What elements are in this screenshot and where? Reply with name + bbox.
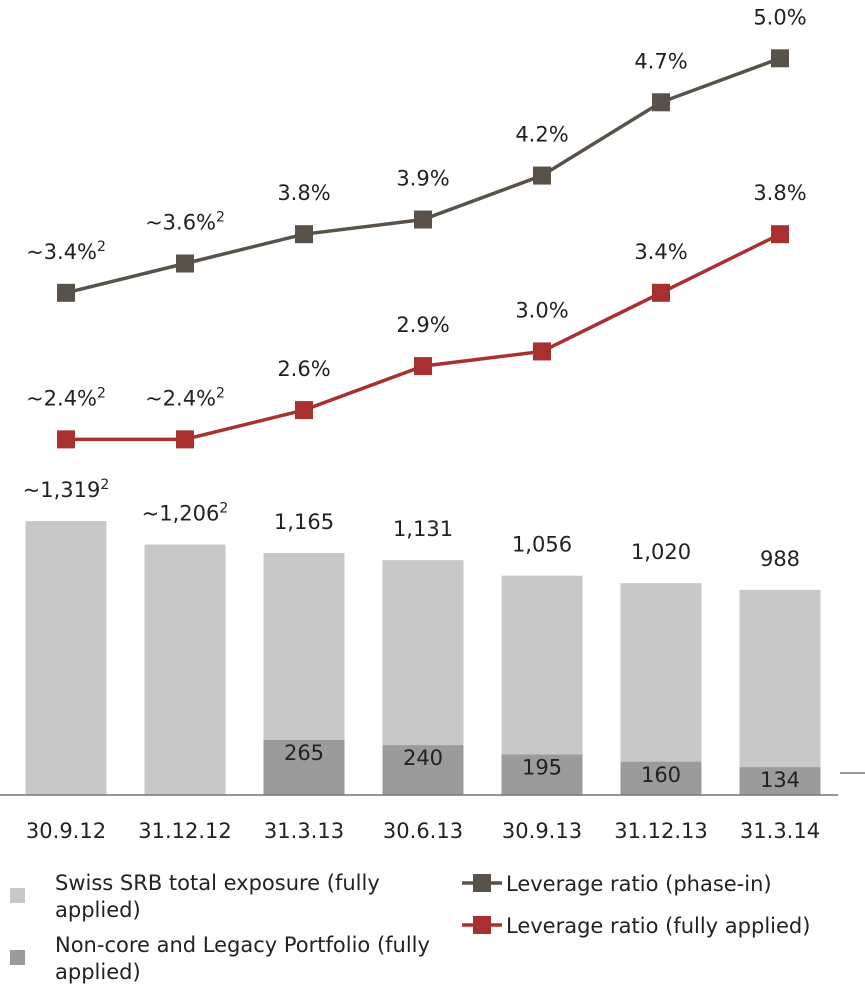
- line-marker: [295, 225, 313, 244]
- data-label: 3.8%: [277, 181, 330, 205]
- legend-swatch: [10, 950, 25, 965]
- data-label-text: 160: [641, 763, 681, 787]
- data-label-text: ~1,206: [142, 502, 220, 526]
- line-marker: [414, 357, 432, 376]
- legend-marker: [473, 874, 491, 892]
- legend-swatch: [10, 888, 25, 903]
- bar: [620, 583, 702, 795]
- bar: [620, 761, 702, 795]
- line-marker: [176, 254, 194, 273]
- data-label: 134: [760, 768, 800, 792]
- legend-label: Leverage ratio (fully applied): [506, 914, 810, 938]
- legend-label: Leverage ratio (phase-in): [506, 872, 772, 896]
- data-label: 3.8%: [753, 181, 806, 205]
- line-marker: [295, 401, 313, 420]
- footnote-marker: 2: [216, 385, 225, 401]
- line-marker: [652, 283, 670, 302]
- data-label: ~1,3192: [23, 477, 110, 502]
- data-label: ~3.4%2: [26, 239, 106, 264]
- data-label-text: 2.9%: [396, 313, 449, 337]
- line-marker: [414, 210, 432, 229]
- data-label-text: 1,165: [274, 510, 334, 534]
- data-label-text: 1,056: [512, 533, 572, 557]
- data-label: 5.0%: [753, 5, 806, 29]
- bar: [25, 521, 107, 795]
- data-label: 265: [284, 741, 324, 765]
- data-label-text: 5.0%: [753, 5, 806, 29]
- legend-marker: [473, 916, 491, 934]
- line-marker: [771, 225, 789, 244]
- data-label-text: ~2.4%: [145, 386, 216, 410]
- footnote-marker: 2: [97, 385, 106, 401]
- data-label: 2.6%: [277, 357, 330, 381]
- data-label-text: 2.6%: [277, 357, 330, 381]
- data-label-text: 240: [403, 746, 443, 770]
- x-tick-label: 30.6.13: [383, 819, 463, 843]
- data-label: ~2.4%2: [145, 385, 225, 410]
- x-tick-label: 31.12.12: [138, 819, 232, 843]
- bar: [739, 767, 821, 795]
- data-label-text: 1,020: [631, 540, 691, 564]
- data-label: 160: [641, 763, 681, 787]
- data-label: ~2.4%2: [26, 385, 106, 410]
- data-label-text: 1,131: [393, 517, 453, 541]
- data-label: 3.9%: [396, 167, 449, 191]
- data-label: 4.7%: [634, 49, 687, 73]
- data-label: 3.0%: [515, 298, 568, 322]
- data-label: 4.2%: [515, 123, 568, 147]
- x-tick-label: 31.3.14: [740, 819, 820, 843]
- line-marker: [771, 49, 789, 68]
- x-tick-label: 30.9.12: [26, 819, 106, 843]
- data-label: 988: [760, 547, 800, 571]
- data-label: 3.4%: [634, 240, 687, 264]
- data-label-text: 134: [760, 768, 800, 792]
- footnote-marker: 2: [100, 477, 109, 493]
- data-label-text: 195: [522, 756, 562, 780]
- data-label: 195: [522, 756, 562, 780]
- data-label-text: ~2.4%: [26, 386, 97, 410]
- footnote-marker: 2: [97, 239, 106, 255]
- legend-label: Swiss SRB total exposure (fully applied): [55, 871, 380, 922]
- data-label: 1,020: [631, 540, 691, 564]
- data-label-text: 3.0%: [515, 298, 568, 322]
- bar: [144, 544, 226, 795]
- data-label: 1,131: [393, 517, 453, 541]
- data-label: 1,056: [512, 533, 572, 557]
- line-marker: [533, 342, 551, 361]
- line-marker: [533, 166, 551, 185]
- line-marker: [57, 430, 75, 449]
- data-label-text: 3.8%: [277, 181, 330, 205]
- data-label-text: 265: [284, 741, 324, 765]
- data-label: ~3.6%2: [145, 210, 225, 235]
- data-label-text: ~3.4%: [26, 240, 97, 264]
- data-label: 2.9%: [396, 313, 449, 337]
- legend-label: Non-core and Legacy Portfolio (fully app…: [55, 933, 430, 984]
- x-tick-label: 30.9.13: [502, 819, 582, 843]
- data-label: 240: [403, 746, 443, 770]
- data-label-text: 4.2%: [515, 123, 568, 147]
- x-tick-label: 31.3.13: [264, 819, 344, 843]
- footnote-marker: 2: [219, 501, 228, 517]
- line-marker: [652, 93, 670, 112]
- line-marker: [57, 283, 75, 302]
- data-label-text: ~3.6%: [145, 211, 216, 235]
- footnote-marker: 2: [216, 210, 225, 226]
- data-label-text: ~1,319: [23, 478, 101, 502]
- data-label-text: 3.8%: [753, 181, 806, 205]
- data-label-text: 4.7%: [634, 49, 687, 73]
- x-tick-label: 31.12.13: [614, 819, 708, 843]
- data-label: 1,165: [274, 510, 334, 534]
- data-label: ~1,2062: [142, 501, 229, 526]
- data-label-text: 3.9%: [396, 167, 449, 191]
- line-marker: [176, 430, 194, 449]
- bar: [263, 739, 345, 795]
- bar: [739, 589, 821, 795]
- bar: [501, 754, 583, 795]
- data-label-text: 988: [760, 547, 800, 571]
- data-label-text: 3.4%: [634, 240, 687, 264]
- bar: [382, 745, 464, 795]
